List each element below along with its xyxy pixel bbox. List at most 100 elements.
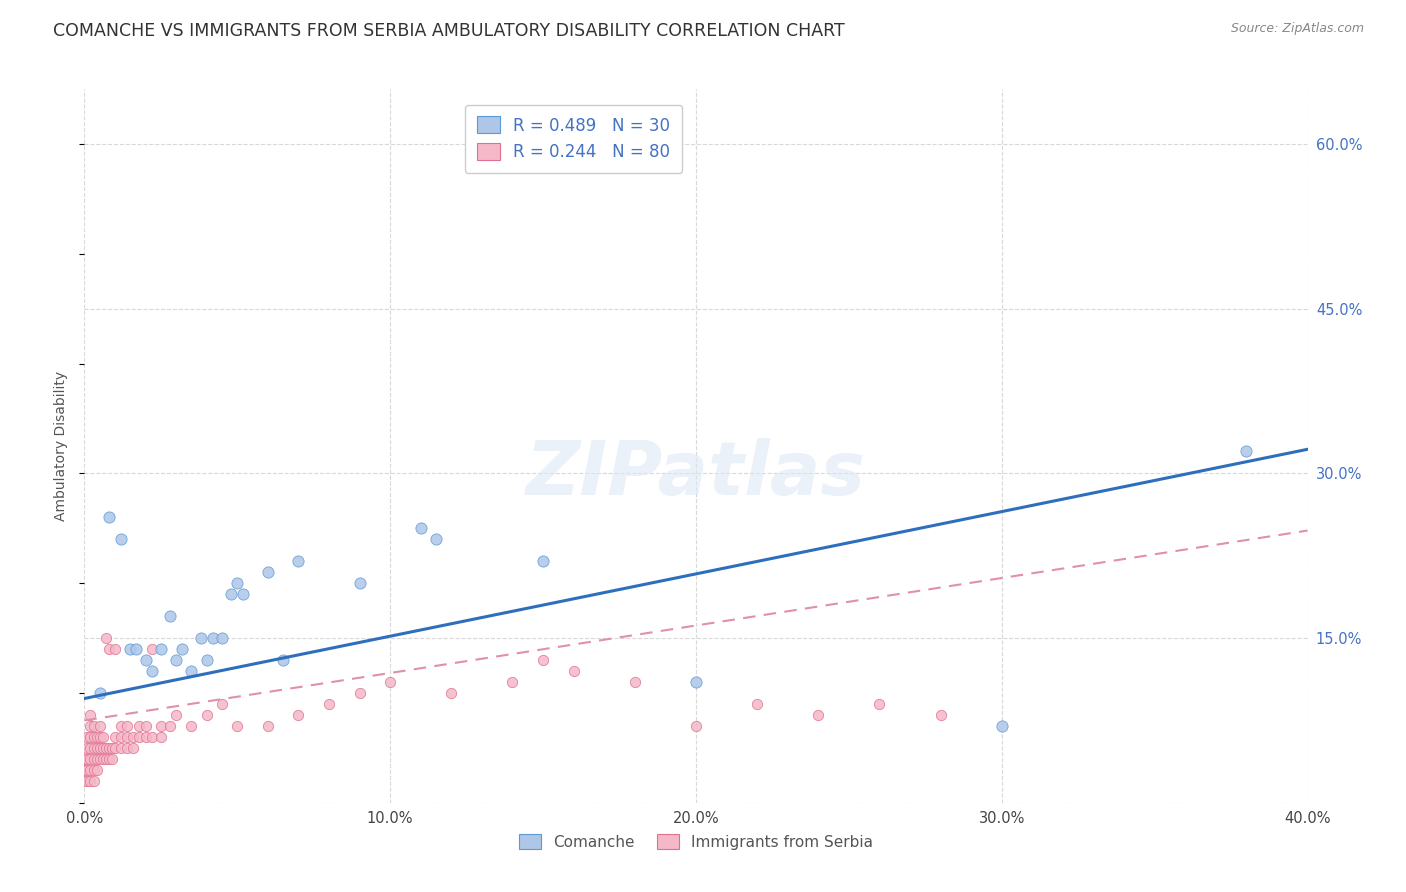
Point [409,521,432,535]
Point [110,740,132,755]
Point [89,686,111,700]
Point [190,631,212,645]
Point [101,740,124,755]
Point [76,752,98,766]
Point [89,730,111,744]
Point [149,730,172,744]
Point [79,730,101,744]
Point [110,533,132,547]
Point [86,730,108,744]
Point [73,752,96,766]
Point [79,740,101,755]
Point [135,719,157,733]
Point [257,719,280,733]
Point [83,752,105,766]
Point [73,773,96,788]
Point [562,664,585,678]
Point [380,675,402,690]
Point [86,763,108,777]
Point [115,730,138,744]
Point [79,773,101,788]
Point [76,763,98,777]
Point [128,719,150,733]
Point [91,730,114,744]
Point [502,675,524,690]
Point [122,730,145,744]
Point [165,653,187,667]
Point [318,697,340,711]
Point [79,752,101,766]
Point [219,587,242,601]
Point [83,730,105,744]
Point [91,752,114,766]
Point [287,708,309,723]
Point [104,740,127,755]
Point [110,730,132,744]
Point [180,719,202,733]
Point [195,653,218,667]
Point [101,752,124,766]
Point [232,587,254,601]
Point [86,752,108,766]
Point [141,642,163,657]
Point [593,159,616,173]
Point [149,719,172,733]
Text: ZIPatlas: ZIPatlas [526,438,866,511]
Text: COMANCHE VS IMMIGRANTS FROM SERBIA AMBULATORY DISABILITY CORRELATION CHART: COMANCHE VS IMMIGRANTS FROM SERBIA AMBUL… [53,22,845,40]
Point [115,740,138,755]
Point [83,763,105,777]
Point [624,675,647,690]
Point [83,740,105,755]
Point [141,664,163,678]
Point [76,730,98,744]
Point [94,740,117,755]
Point [1236,444,1258,458]
Point [89,740,111,755]
Point [159,719,181,733]
Point [104,642,127,657]
Point [180,664,202,678]
Point [685,719,707,733]
Point [425,533,447,547]
Point [135,653,157,667]
Point [226,719,249,733]
Point [149,642,172,657]
Point [531,653,554,667]
Point [97,510,120,524]
Point [89,719,111,733]
Point [747,697,769,711]
Point [104,730,127,744]
Point [79,708,101,723]
Point [83,719,105,733]
Point [440,686,463,700]
Point [135,730,157,744]
Point [110,719,132,733]
Y-axis label: Ambulatory Disability: Ambulatory Disability [55,371,69,521]
Point [115,719,138,733]
Point [83,773,105,788]
Point [89,752,111,766]
Point [73,763,96,777]
Point [76,773,98,788]
Point [94,631,117,645]
Point [201,631,224,645]
Point [97,642,120,657]
Point [685,675,707,690]
Point [141,730,163,744]
Point [86,740,108,755]
Text: Source: ZipAtlas.com: Source: ZipAtlas.com [1230,22,1364,36]
Legend: Comanche, Immigrants from Serbia: Comanche, Immigrants from Serbia [513,828,879,855]
Point [211,697,233,711]
Point [226,576,249,591]
Point [165,708,187,723]
Point [97,752,120,766]
Point [349,686,371,700]
Point [349,576,371,591]
Point [79,763,101,777]
Point [91,740,114,755]
Point [531,554,554,568]
Point [271,653,294,667]
Point [94,752,117,766]
Point [122,740,145,755]
Point [211,631,233,645]
